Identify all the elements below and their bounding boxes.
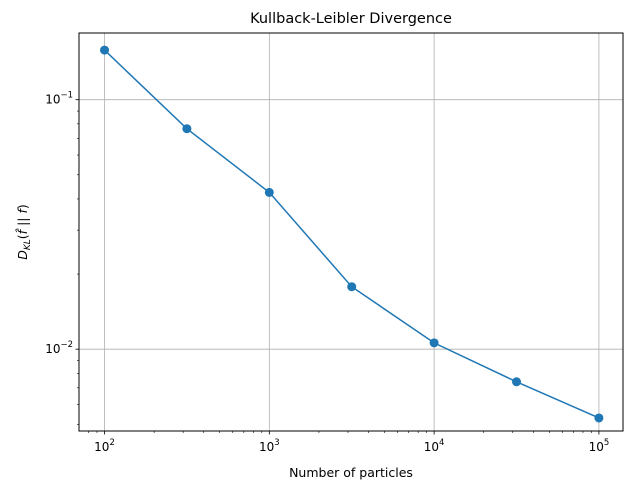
grid xyxy=(79,33,623,431)
x-tick-label: 103 xyxy=(259,438,280,454)
data-point xyxy=(347,282,357,292)
series-layer xyxy=(100,45,604,423)
data-point xyxy=(594,413,604,423)
data-point xyxy=(182,124,192,134)
chart-title: Kullback-Leibler Divergence xyxy=(250,11,452,27)
plot-frame xyxy=(78,32,624,432)
data-point xyxy=(512,377,522,387)
data-point xyxy=(100,45,110,55)
y-tick-label: 10−1 xyxy=(45,91,73,107)
x-tick-label: 104 xyxy=(424,438,445,454)
x-axis-label: Number of particles xyxy=(289,465,413,480)
data-point xyxy=(429,338,439,348)
ticks: 102 103 104 105 10−1 10−2 xyxy=(45,91,609,454)
data-point xyxy=(264,187,274,197)
y-axis-label: DKL(f̂ || f) xyxy=(15,204,33,260)
x-tick-label: 102 xyxy=(94,438,115,454)
x-tick-label: 105 xyxy=(589,438,610,454)
y-tick-label: 10−2 xyxy=(45,340,73,356)
